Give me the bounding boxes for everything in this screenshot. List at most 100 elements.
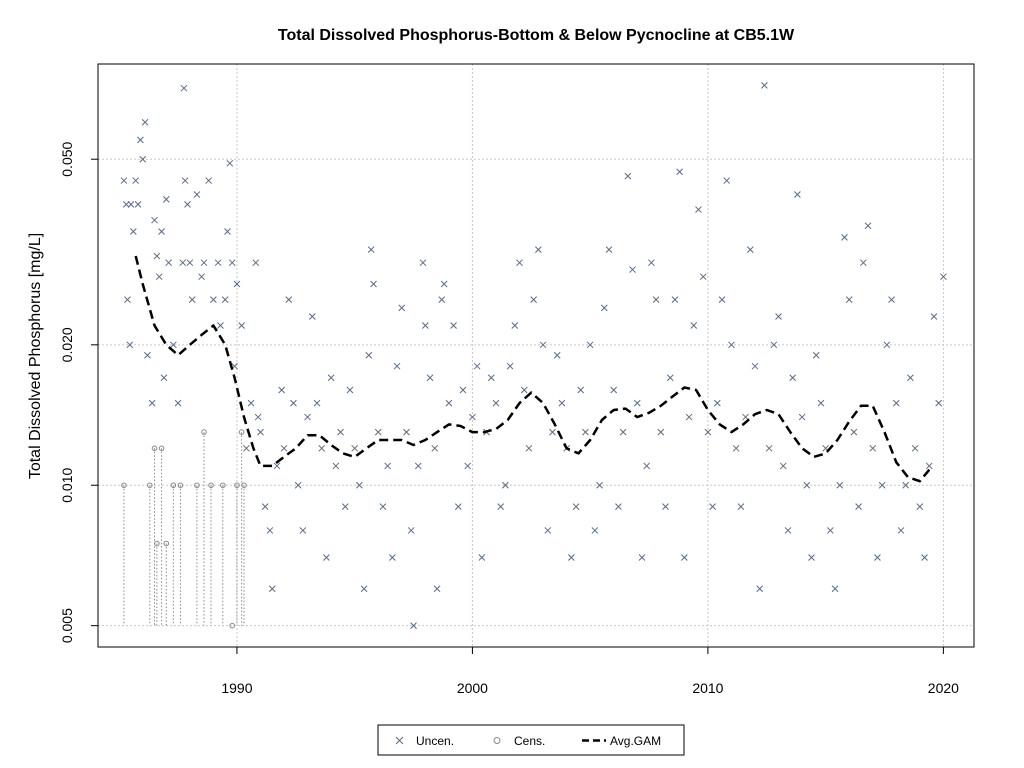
- point-stroke: [247, 399, 255, 407]
- data-point-uncen: [370, 280, 377, 288]
- data-point-uncen: [751, 362, 759, 370]
- data-point-uncen: [141, 118, 149, 126]
- point-stroke: [850, 428, 858, 436]
- point-stroke: [553, 351, 561, 359]
- data-point-uncen: [188, 296, 196, 303]
- point-stroke: [374, 428, 382, 436]
- censored-intervals: [123, 432, 245, 626]
- data-point-uncen: [685, 413, 693, 421]
- data-point-uncen: [139, 155, 147, 163]
- data-point-uncen: [318, 444, 326, 452]
- point-stroke: [770, 341, 778, 349]
- data-point-uncen: [134, 201, 142, 208]
- data-point-uncen: [888, 296, 895, 303]
- data-point-cens: [147, 482, 153, 489]
- point-stroke: [935, 399, 943, 407]
- censored-points: [121, 429, 247, 629]
- point-stroke: [728, 341, 735, 349]
- point-stroke: [261, 503, 269, 510]
- point-stroke: [497, 503, 505, 510]
- data-point-uncen: [803, 481, 811, 489]
- data-point-uncen: [779, 462, 787, 470]
- data-point-uncen: [610, 386, 618, 394]
- data-point-uncen: [713, 399, 721, 407]
- point-stroke: [699, 273, 707, 281]
- point-stroke: [450, 322, 457, 329]
- point-stroke: [610, 386, 618, 394]
- data-point-uncen: [648, 259, 655, 267]
- data-point-uncen: [346, 386, 354, 394]
- data-point-uncen: [294, 481, 302, 489]
- data-point-uncen: [591, 527, 599, 534]
- data-point-cens: [229, 622, 236, 629]
- point-stroke: [756, 585, 764, 593]
- point-stroke: [737, 503, 745, 510]
- data-point-uncen: [280, 444, 288, 452]
- point-stroke: [478, 554, 486, 561]
- data-point-uncen: [360, 585, 368, 593]
- data-point-cens: [201, 429, 207, 435]
- data-point-uncen: [247, 399, 255, 407]
- point-stroke: [410, 622, 417, 630]
- data-point-uncen: [723, 177, 731, 184]
- point-stroke: [323, 554, 330, 561]
- data-point-uncen: [174, 399, 182, 407]
- chart-title: Total Dissolved Phosphorus-Bottom & Belo…: [278, 27, 795, 44]
- data-point-uncen: [930, 313, 938, 320]
- point-stroke: [226, 159, 234, 167]
- point-stroke: [779, 462, 787, 470]
- point-stroke: [120, 177, 128, 184]
- data-point-uncen: [165, 259, 172, 267]
- data-point-uncen: [629, 266, 636, 273]
- data-point-uncen: [126, 341, 134, 349]
- data-point-uncen: [144, 351, 151, 359]
- data-point-uncen: [419, 259, 427, 267]
- point-stroke: [351, 444, 359, 452]
- point-stroke: [746, 246, 754, 253]
- data-point-uncen: [525, 444, 533, 452]
- data-point-uncen: [728, 341, 735, 349]
- data-point-uncen: [308, 313, 316, 320]
- data-point-uncen: [243, 444, 250, 452]
- point-stroke: [205, 177, 213, 184]
- data-point-uncen: [278, 386, 286, 394]
- x-tick-label: 1990: [221, 680, 252, 696]
- data-point-uncen: [530, 296, 537, 303]
- data-point-uncen: [577, 386, 585, 394]
- legend-marker-uncen: [395, 736, 404, 745]
- data-point-uncen: [469, 413, 476, 421]
- point-stroke: [217, 322, 224, 329]
- point-stroke: [278, 386, 286, 394]
- legend-label-gam: Avg.GAM: [610, 734, 661, 748]
- point-stroke: [577, 386, 585, 394]
- point-stroke: [126, 341, 134, 349]
- data-point-cens: [208, 482, 214, 489]
- data-point-uncen: [151, 216, 158, 224]
- x-axis: 1990 2000 2010 2020: [221, 647, 959, 696]
- data-point-uncen: [478, 554, 486, 561]
- point-stroke: [210, 296, 217, 303]
- point-stroke: [859, 259, 867, 267]
- data-point-uncen: [379, 503, 387, 510]
- data-point-uncen: [450, 322, 457, 329]
- point-stroke: [525, 444, 533, 452]
- point-stroke: [469, 413, 476, 421]
- data-point-uncen: [473, 362, 481, 370]
- data-point-uncen: [273, 462, 281, 470]
- data-point-uncen: [652, 296, 660, 303]
- data-point-uncen: [935, 399, 943, 407]
- data-point-cens: [238, 429, 245, 435]
- point-stroke: [186, 259, 194, 267]
- point-stroke: [892, 399, 900, 407]
- point-stroke: [360, 585, 368, 593]
- point-stroke: [567, 554, 575, 561]
- point-stroke: [294, 481, 302, 489]
- data-point-uncen: [907, 374, 914, 382]
- data-point-cens: [170, 482, 177, 489]
- data-point-uncen: [393, 362, 401, 370]
- data-point-uncen: [487, 374, 495, 382]
- point-stroke: [615, 503, 622, 510]
- point-stroke: [132, 177, 140, 184]
- point-stroke: [586, 341, 594, 349]
- point-stroke: [812, 351, 820, 359]
